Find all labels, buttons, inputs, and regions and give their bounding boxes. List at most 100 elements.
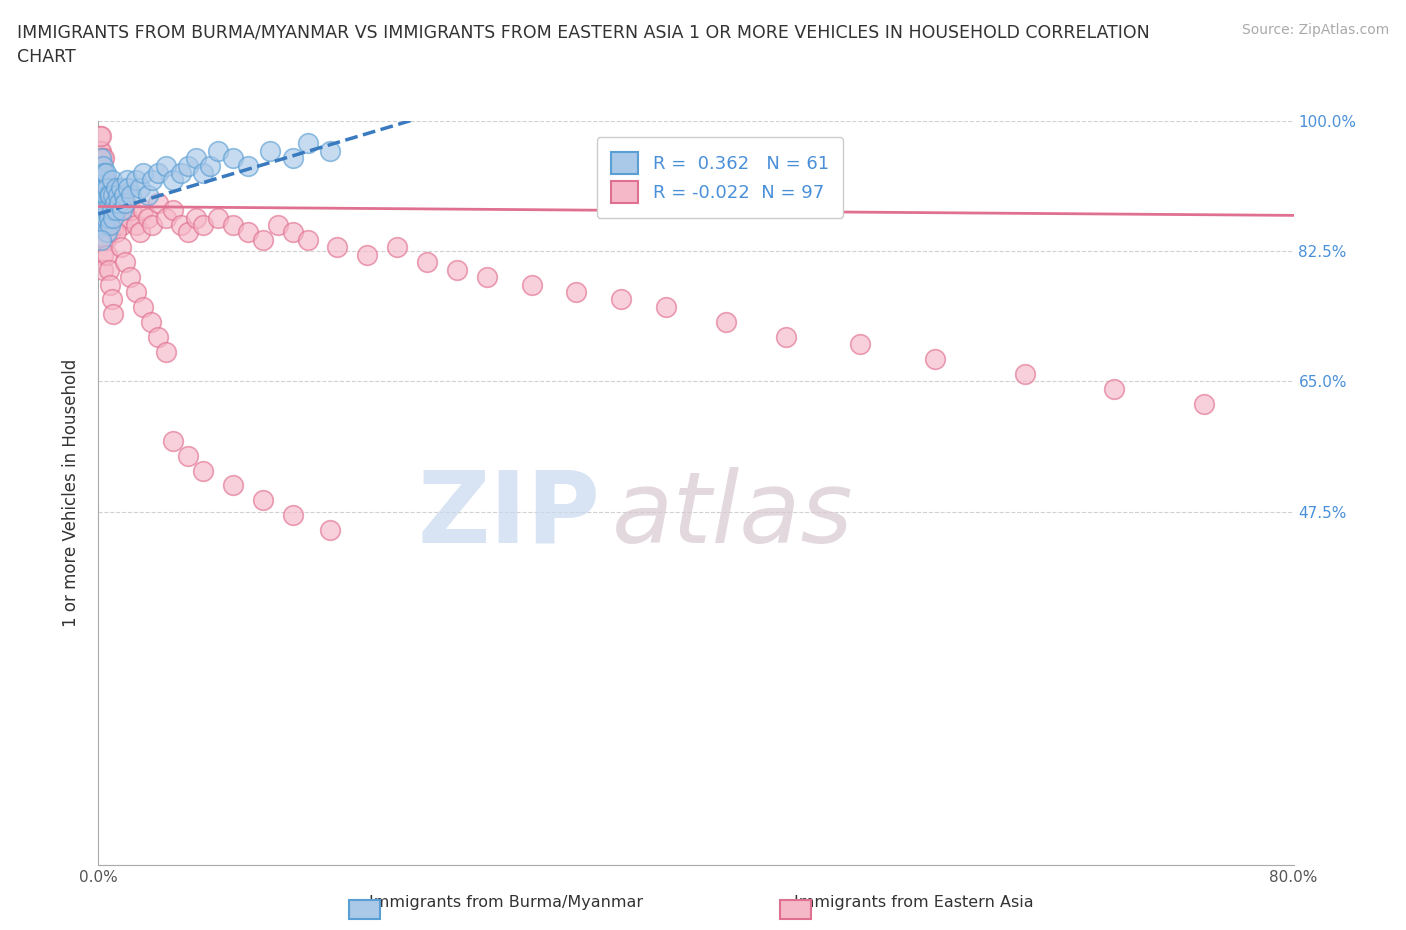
Point [89,143,111,158]
Point [111,203,134,218]
Point [162,173,184,188]
Point [96,225,118,240]
Point [125,285,148,299]
Point [91,188,114,203]
Point [108,195,131,210]
Point [169,166,191,180]
Point [132,166,155,180]
Point [520,277,543,292]
Point [849,337,872,352]
Point [297,136,319,151]
Point [1104,381,1126,396]
Point [565,285,588,299]
Point [103,210,125,225]
Point [96,180,118,195]
Point [101,203,124,218]
Point [177,448,200,463]
Y-axis label: 1 or more Vehicles in Household: 1 or more Vehicles in Household [62,359,80,627]
Point [207,143,229,158]
Point [252,232,274,247]
Point [416,255,439,270]
Point [91,151,114,166]
Point [105,195,128,210]
Point [162,433,184,448]
Point [120,203,142,218]
Point [90,143,112,158]
Point [90,151,112,166]
Point [132,299,155,314]
Point [475,270,498,285]
Point [89,195,111,210]
Point [155,344,177,359]
Point [655,299,678,314]
Point [114,255,136,270]
Text: ZIP: ZIP [418,467,600,564]
Point [91,158,114,173]
Point [94,232,117,247]
Point [169,218,191,232]
Point [114,195,136,210]
Point [155,158,177,173]
Point [222,478,245,493]
Point [90,232,112,247]
Point [191,166,214,180]
Point [924,352,946,366]
Point [90,232,112,247]
Point [114,195,136,210]
Point [98,218,122,232]
Point [222,218,245,232]
Point [93,173,115,188]
Point [385,240,409,255]
Point [155,210,177,225]
Point [356,247,378,262]
Text: Immigrants from Burma/Myanmar: Immigrants from Burma/Myanmar [370,895,643,910]
Point [326,240,349,255]
Point [98,195,122,210]
Point [94,203,117,218]
Point [89,218,111,232]
Point [101,173,124,188]
Point [104,218,127,232]
Point [148,166,170,180]
Point [141,173,163,188]
Point [94,188,117,203]
Point [177,158,200,173]
Point [93,203,115,218]
Point [96,247,118,262]
Point [184,210,207,225]
Point [103,180,125,195]
Point [91,195,114,210]
Point [200,158,222,173]
Point [110,240,132,255]
Point [91,180,114,195]
Point [90,188,112,203]
Point [97,210,120,225]
Point [112,203,135,218]
Point [103,210,125,225]
Point [97,262,120,277]
Point [177,225,200,240]
Point [191,463,214,478]
Point [89,180,111,195]
Point [319,523,342,538]
Point [97,218,120,232]
Point [148,195,170,210]
Point [105,203,128,218]
Legend: R =  0.362   N = 61, R = -0.022  N = 97: R = 0.362 N = 61, R = -0.022 N = 97 [596,138,844,218]
Point [281,151,304,166]
Point [91,218,114,232]
Point [446,262,468,277]
Text: IMMIGRANTS FROM BURMA/MYANMAR VS IMMIGRANTS FROM EASTERN ASIA 1 OR MORE VEHICLES: IMMIGRANTS FROM BURMA/MYANMAR VS IMMIGRA… [17,23,1150,66]
Point [162,203,184,218]
Point [90,173,112,188]
Point [104,195,127,210]
Point [91,247,114,262]
Point [98,225,122,240]
Point [107,203,129,218]
Point [610,292,633,307]
Point [90,180,112,195]
Point [93,166,115,180]
Point [267,218,290,232]
Point [111,218,134,232]
Point [89,166,111,180]
